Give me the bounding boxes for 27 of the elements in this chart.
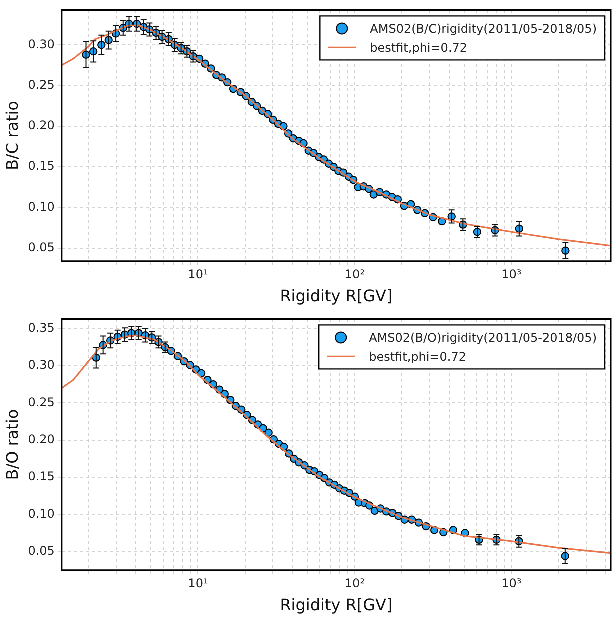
y-tick-label: 0.20: [28, 118, 55, 133]
x-axis-title: Rigidity R[GV]: [280, 596, 393, 615]
y-tick-label: 0.10: [28, 506, 55, 521]
y-tick-label: 0.20: [28, 432, 55, 446]
x-tick-label: 10¹: [188, 268, 208, 282]
x-tick-label: 10³: [502, 576, 522, 591]
x-tick-label: 10¹: [188, 576, 208, 591]
legend-label: AMS02(B/C)rigidity(2011/05-2018/05): [370, 22, 598, 36]
y-tick-label: 0.25: [28, 78, 55, 92]
legend-label: bestfit,phi=0.72: [370, 40, 468, 55]
x-tick-label: 10²: [344, 268, 366, 282]
y-tick-label: 0.05: [28, 544, 55, 558]
y-tick-label: 0.30: [28, 37, 55, 52]
y-tick-label: 0.25: [28, 395, 55, 410]
legend-label: AMS02(B/O)rigidity(2011/05-2018/05): [369, 330, 597, 345]
y-axis-title: B/C ratio: [2, 101, 22, 171]
legend-label: bestfit,phi=0.72: [369, 350, 466, 364]
y-tick-label: 0.15: [28, 159, 55, 174]
y-axis-title: B/O ratio: [2, 409, 22, 480]
y-tick-label: 0.05: [28, 240, 55, 255]
y-tick-label: 0.35: [28, 320, 55, 335]
y-tick-label: 0.30: [28, 358, 55, 372]
x-tick-label: 10³: [502, 268, 522, 282]
y-tick-label: 0.15: [28, 470, 55, 484]
x-tick-label: 10²: [344, 576, 366, 591]
x-axis-title: Rigidity R[GV]: [280, 286, 393, 306]
y-tick-label: 0.10: [28, 200, 55, 214]
